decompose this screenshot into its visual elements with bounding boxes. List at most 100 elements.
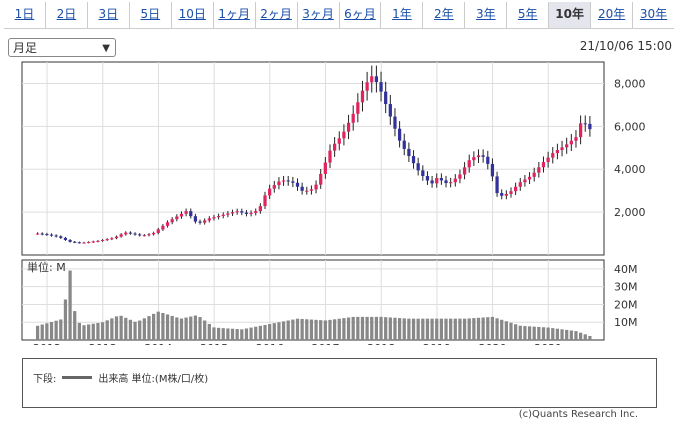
volume-bar xyxy=(142,318,146,340)
volume-bar xyxy=(435,318,439,340)
tab-9[interactable]: 1年 xyxy=(381,2,424,28)
price-axis: 2,000 4,000 6,000 8,000 xyxy=(614,77,646,219)
volume-bar xyxy=(402,318,406,340)
period-tabs: 1日 2日 3日 5日 10日 1ヶ月 2ヶ月 3ヶ月 6ヶ月 1年 2年 3年 5年 10年 20年 30年 xyxy=(4,2,674,29)
volume-tick-label: 10M xyxy=(614,316,638,329)
tab-5[interactable]: 1ヶ月 xyxy=(214,2,256,28)
volume-bar xyxy=(54,320,58,340)
volume-bar xyxy=(439,318,443,340)
volume-bar xyxy=(397,318,402,340)
volume-bar xyxy=(444,318,448,340)
candle-body xyxy=(588,123,592,130)
x-tick-label: 2017 xyxy=(312,342,340,345)
candle-body xyxy=(161,225,165,230)
candle-body xyxy=(314,184,318,190)
volume-bar xyxy=(588,335,592,340)
tab-14[interactable]: 20年 xyxy=(591,2,634,28)
candle-body xyxy=(384,91,388,105)
candle-body xyxy=(179,213,184,217)
candle-body xyxy=(230,212,235,214)
volume-bar xyxy=(481,317,485,340)
tab-1[interactable]: 2日 xyxy=(46,2,88,28)
tab-0[interactable]: 1日 xyxy=(4,2,46,28)
candle-body xyxy=(397,128,402,141)
volume-bar xyxy=(263,324,267,340)
candle-body xyxy=(407,148,411,157)
volume-axis: 10M 20M 30M 40M xyxy=(614,263,638,329)
period-select-value: 月足 xyxy=(13,41,38,55)
volume-bar xyxy=(541,327,546,340)
volume-bar xyxy=(268,324,272,340)
volume-bar xyxy=(40,324,44,340)
candle-body xyxy=(356,102,360,114)
candle-body xyxy=(110,238,114,240)
volume-bar xyxy=(254,326,258,340)
candle-body xyxy=(453,178,457,183)
candle-body xyxy=(156,229,160,233)
volume-bar xyxy=(45,323,49,340)
price-tick-label: 4,000 xyxy=(614,163,646,176)
tab-15[interactable]: 30年 xyxy=(639,7,668,21)
tab-8[interactable]: 6ヶ月 xyxy=(340,2,382,28)
tab-13[interactable]: 10年 xyxy=(549,2,592,28)
volume-bar xyxy=(49,321,54,340)
tab-12[interactable]: 5年 xyxy=(507,2,550,28)
candle-body xyxy=(439,178,443,181)
candle-body xyxy=(165,222,170,226)
tab-3[interactable]: 5日 xyxy=(130,2,172,28)
candle-body xyxy=(416,163,420,171)
volume-bar xyxy=(258,325,262,340)
candle-body xyxy=(277,181,281,186)
x-tick-label: 2015 xyxy=(200,342,228,345)
tab-11[interactable]: 3年 xyxy=(465,2,508,28)
candle-body xyxy=(551,153,555,158)
volume-bar xyxy=(100,322,105,340)
volume-bar xyxy=(73,311,77,340)
tab-6[interactable]: 2ヶ月 xyxy=(256,2,298,28)
volume-bar xyxy=(328,319,332,340)
candle-body xyxy=(458,174,462,179)
volume-bar xyxy=(527,326,532,340)
candle-body xyxy=(323,162,327,174)
tab-2[interactable]: 3日 xyxy=(88,2,130,28)
candle-body xyxy=(286,180,290,182)
volume-bar xyxy=(388,317,392,340)
volume-bar xyxy=(230,328,235,340)
candle-body xyxy=(258,206,262,212)
volume-bar xyxy=(147,316,151,340)
candle-body xyxy=(449,182,453,184)
volume-bar xyxy=(114,316,119,340)
candle-body xyxy=(333,143,337,151)
candle-body xyxy=(514,186,518,192)
candle-body xyxy=(40,233,44,235)
volume-bar xyxy=(342,318,346,340)
volume-bar xyxy=(35,325,40,340)
candle-body xyxy=(235,211,239,213)
tab-10[interactable]: 2年 xyxy=(423,2,466,28)
volume-bar xyxy=(504,321,508,340)
volume-bar xyxy=(532,326,536,340)
volume-bar xyxy=(179,318,184,340)
volume-bar xyxy=(59,319,63,340)
candle-body xyxy=(500,193,504,196)
tab-7[interactable]: 3ヶ月 xyxy=(298,2,340,28)
volume-bar xyxy=(170,315,174,340)
candle-body xyxy=(578,123,583,138)
volume-bar xyxy=(574,331,578,340)
price-tick-label: 8,000 xyxy=(614,77,646,90)
candle-body xyxy=(212,217,216,219)
volume-bar xyxy=(346,317,351,340)
candle-body xyxy=(45,234,49,236)
candle-body xyxy=(565,144,569,148)
volume-bar xyxy=(458,318,462,340)
volume-bar xyxy=(189,316,193,340)
candle-body xyxy=(203,220,207,223)
volume-bar xyxy=(555,328,560,340)
candles xyxy=(35,65,592,244)
volume-bar xyxy=(407,318,411,340)
candle-body xyxy=(151,232,156,235)
candle-body xyxy=(240,211,244,213)
volume-bar xyxy=(249,327,253,340)
period-select[interactable]: 月足 ▼ xyxy=(8,38,116,57)
tab-4[interactable]: 10日 xyxy=(172,2,214,28)
